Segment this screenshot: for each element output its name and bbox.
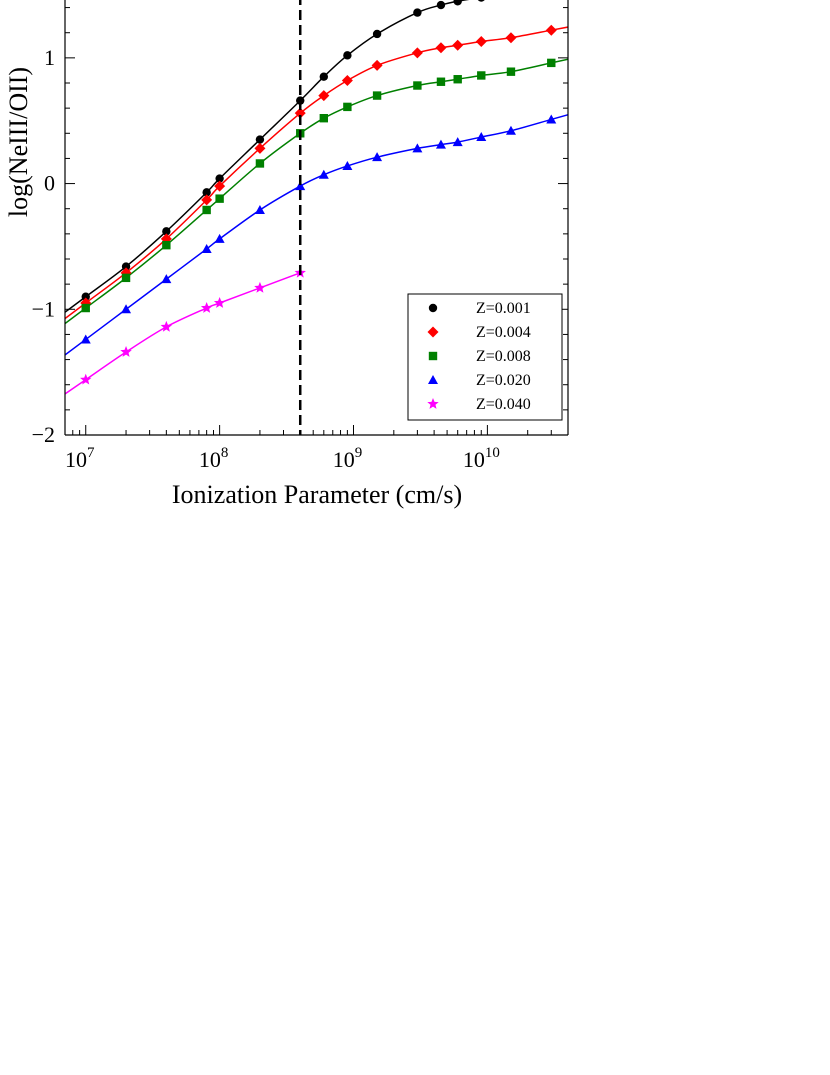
data-point-series-2 <box>413 81 422 90</box>
axes: −2 −1 0 1 107 108 109 1010 <box>32 0 569 472</box>
data-point-series-1 <box>505 32 517 44</box>
data-point-series-0 <box>319 72 329 81</box>
series-line-4 <box>65 272 301 395</box>
data-point-series-1 <box>371 59 383 71</box>
data-point-series-0 <box>162 227 171 236</box>
series-markers <box>80 0 557 385</box>
x-tick-label: 107 <box>65 445 95 472</box>
legend-marker <box>428 351 438 361</box>
series-line-2 <box>65 58 568 325</box>
data-point-series-4 <box>80 373 92 385</box>
data-point-series-2 <box>477 71 486 80</box>
data-point-series-2 <box>81 303 90 313</box>
data-point-series-3 <box>161 274 172 284</box>
data-point-series-0 <box>202 188 211 197</box>
legend-marker <box>428 303 438 313</box>
data-point-series-4 <box>254 281 266 293</box>
x-axis-title: Ionization Parameter (cm/s) <box>172 480 462 509</box>
data-point-series-1 <box>318 90 330 102</box>
x-tick-label: 108 <box>199 445 229 472</box>
y-tick-label: −1 <box>32 296 55 321</box>
data-point-series-3 <box>254 204 265 214</box>
data-point-series-2 <box>436 77 446 86</box>
data-point-series-3 <box>214 233 225 243</box>
data-point-series-2 <box>121 273 131 283</box>
data-point-series-4 <box>160 320 173 332</box>
data-point-series-3 <box>342 160 353 170</box>
legend-label: Z=0.020 <box>476 372 531 389</box>
y-tick-label: −2 <box>32 422 55 447</box>
data-point-series-1 <box>545 24 557 36</box>
data-point-series-3 <box>412 143 423 153</box>
data-point-series-2 <box>506 67 516 76</box>
data-point-series-1 <box>452 39 464 51</box>
legend-marker <box>428 375 438 384</box>
legend-marker <box>427 398 439 409</box>
data-point-series-2 <box>453 75 462 84</box>
data-point-series-2 <box>162 240 171 250</box>
data-point-series-3 <box>80 334 91 344</box>
data-point-series-4 <box>213 297 226 308</box>
data-point-series-0 <box>436 0 446 10</box>
data-point-series-0 <box>453 0 462 6</box>
data-point-series-3 <box>546 114 557 124</box>
data-point-series-4 <box>200 302 213 313</box>
data-point-series-1 <box>294 107 306 119</box>
data-point-series-3 <box>121 304 132 314</box>
data-point-series-4 <box>120 346 132 357</box>
data-point-series-0 <box>477 0 485 2</box>
data-point-series-1 <box>435 42 447 54</box>
data-point-series-0 <box>215 174 224 183</box>
data-point-series-1 <box>475 36 487 48</box>
data-point-series-3 <box>476 132 487 142</box>
y-axis-title: log(NeIII/OII) <box>4 67 33 217</box>
data-point-series-0 <box>413 8 422 17</box>
data-point-series-3 <box>318 169 329 179</box>
data-point-series-3 <box>372 152 383 162</box>
data-point-series-1 <box>201 194 213 206</box>
x-tick-label: 1010 <box>463 445 500 472</box>
data-point-series-1 <box>411 47 423 59</box>
data-point-series-2 <box>215 194 224 203</box>
data-point-series-0 <box>343 51 352 60</box>
data-point-series-3 <box>295 181 306 191</box>
legend-marker <box>427 326 439 338</box>
data-point-series-0 <box>121 262 131 271</box>
data-point-series-2 <box>319 114 329 123</box>
data-point-series-3 <box>505 125 516 135</box>
data-point-series-1 <box>341 74 353 86</box>
legend-label: Z=0.004 <box>476 324 531 341</box>
y-tick-label: 1 <box>44 45 55 70</box>
data-point-series-0 <box>255 135 265 144</box>
data-point-series-0 <box>81 292 90 301</box>
data-point-series-2 <box>547 58 556 68</box>
legend-label: Z=0.040 <box>476 396 531 413</box>
legend-label: Z=0.008 <box>476 348 531 365</box>
series-line-1 <box>65 26 568 320</box>
x-tick-label: 109 <box>333 445 363 472</box>
data-point-series-1 <box>254 142 266 154</box>
data-point-series-2 <box>343 102 352 112</box>
data-point-series-2 <box>372 91 382 100</box>
data-point-series-3 <box>452 137 463 147</box>
data-point-series-3 <box>201 243 212 253</box>
legend-label: Z=0.001 <box>476 300 531 317</box>
data-point-series-0 <box>372 29 382 39</box>
y-tick-label: 0 <box>44 171 55 196</box>
data-point-series-1 <box>214 180 226 192</box>
data-point-series-3 <box>435 139 446 149</box>
data-point-series-2 <box>202 205 211 215</box>
data-point-series-2 <box>255 159 265 168</box>
legend: Z=0.001 Z=0.004 Z=0.008 Z=0.020 Z=0.040 <box>407 293 563 421</box>
